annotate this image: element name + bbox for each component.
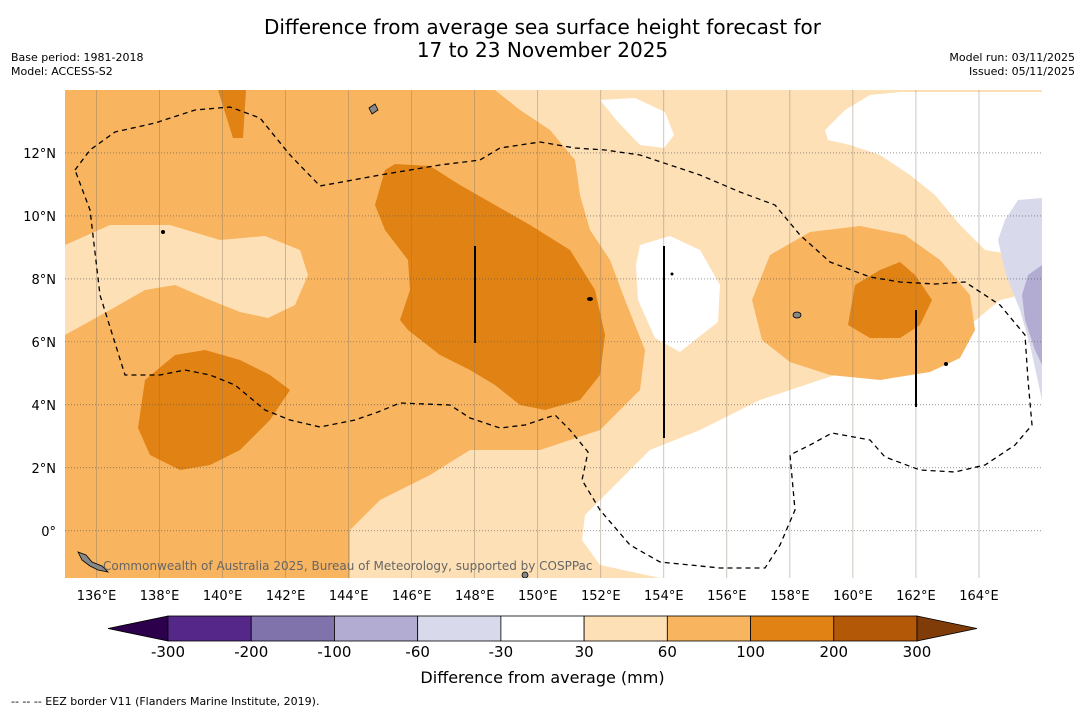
graticule (65, 90, 1042, 578)
longitude-axis: 136°E 138°E 140°E 142°E 144°E 146°E 148°E 150°E… (77, 589, 999, 604)
colorbar-segment-200_300 (833, 615, 918, 642)
colorbar-segment--30_30 (500, 615, 585, 642)
colorbar (107, 615, 978, 642)
island-small-1 (161, 230, 165, 234)
issued-date: Issued: 05/11/2025 (968, 65, 1075, 78)
lon-tick-label: 158°E (770, 589, 810, 604)
lon-tick-label: 142°E (266, 589, 306, 604)
colorbar-tick-label: 100 (736, 643, 765, 661)
colorbar-segment--100_-60 (334, 615, 419, 642)
lon-tick-label: 144°E (329, 589, 369, 604)
anomaly-region-100-200-southwest (138, 350, 290, 470)
lon-tick-label: 138°E (140, 589, 180, 604)
lon-tick-label: 156°E (707, 589, 747, 604)
colorbar-segment-60_100 (666, 615, 751, 642)
island-small-4 (944, 362, 948, 366)
model-run: Model run: 03/11/2025 (949, 51, 1075, 64)
colorbar-tick-label: 60 (657, 643, 677, 661)
colorbar-tick-label: -100 (317, 643, 352, 661)
anomaly-region-neutral-northeast (825, 92, 1042, 255)
lon-tick-label: 136°E (77, 589, 117, 604)
lon-tick-label: 146°E (392, 589, 432, 604)
copyright-text: Commonwealth of Australia 2025, Bureau o… (103, 559, 593, 573)
island-small-3 (521, 571, 529, 578)
colorbar-extend-low (107, 615, 169, 642)
lat-tick-label: 12°N (23, 147, 56, 162)
anomaly-region-neutral-north (600, 98, 674, 148)
island-small-5 (670, 272, 674, 276)
lon-tick-label: 148°E (455, 589, 495, 604)
island-solomon (77, 551, 110, 573)
colorbar-segment-100_200 (750, 615, 835, 642)
lon-tick-label: 160°E (833, 589, 873, 604)
anomaly-region-100-200-northwest (218, 90, 246, 138)
model-name: Model: ACCESS-S2 (11, 65, 113, 78)
island-east (792, 311, 802, 319)
colorbar-tick-label: 300 (902, 643, 932, 661)
colorbar-segment--60_-30 (417, 615, 502, 642)
colorbar-tick-label: 30 (574, 643, 594, 661)
chart-title-line1: Difference from average sea surface heig… (263, 15, 822, 39)
anomaly-region-minus100-minus60 (1022, 265, 1042, 365)
chart-title-line2: 17 to 23 November 2025 (416, 38, 669, 62)
island-north (368, 103, 379, 115)
anomaly-region-100-200-east (848, 262, 932, 338)
footnote-eez: -- -- -- EEZ border V11 (Flanders Marine… (11, 695, 320, 708)
lon-tick-label: 164°E (959, 589, 999, 604)
colorbar-tick-label: -30 (488, 643, 514, 661)
meta-right: Model run: 03/11/2025 Issued: 05/11/2025 (949, 51, 1075, 79)
colorbar-tick-label: -200 (234, 643, 269, 661)
map-plot-area: Commonwealth of Australia 2025, Bureau o… (65, 90, 1042, 578)
island-small-2 (587, 297, 593, 301)
lon-tick-label: 152°E (581, 589, 621, 604)
anomaly-region-100-200-center (375, 164, 605, 410)
lon-tick-label: 154°E (644, 589, 684, 604)
colorbar-segment--300_-200 (167, 615, 252, 642)
anomaly-region-neutral-center (636, 236, 720, 352)
lon-tick-label: 150°E (518, 589, 558, 604)
meta-left: Base period: 1981-2018 Model: ACCESS-S2 (11, 51, 143, 79)
lat-tick-label: 10°N (23, 210, 56, 225)
eez-border (74, 106, 1033, 569)
colorbar-tick-label: -300 (150, 643, 186, 661)
colorbar-tick-label: 200 (819, 643, 849, 661)
colorbar-segment--200_-100 (250, 615, 335, 642)
colorbar-segment-30_60 (583, 615, 668, 642)
anomaly-region-30-60-west (65, 225, 308, 335)
colorbar-title: Difference from average (mm) (420, 668, 665, 687)
lat-tick-label: 0° (41, 525, 56, 540)
latitude-axis: 12°N 10°N 8°N 6°N 4°N 2°N 0° (23, 147, 56, 540)
lat-tick-label: 8°N (32, 273, 57, 288)
lat-tick-label: 2°N (32, 462, 57, 477)
base-period: Base period: 1981-2018 (11, 51, 144, 64)
colorbar-extend-high (916, 615, 978, 642)
colorbar-tick-label: -60 (405, 643, 430, 661)
lat-tick-label: 6°N (32, 336, 57, 351)
lat-tick-label: 4°N (32, 399, 57, 414)
lon-tick-label: 140°E (203, 589, 243, 604)
anomaly-region-minus60-minus30 (998, 198, 1042, 400)
lon-tick-label: 162°E (896, 589, 936, 604)
